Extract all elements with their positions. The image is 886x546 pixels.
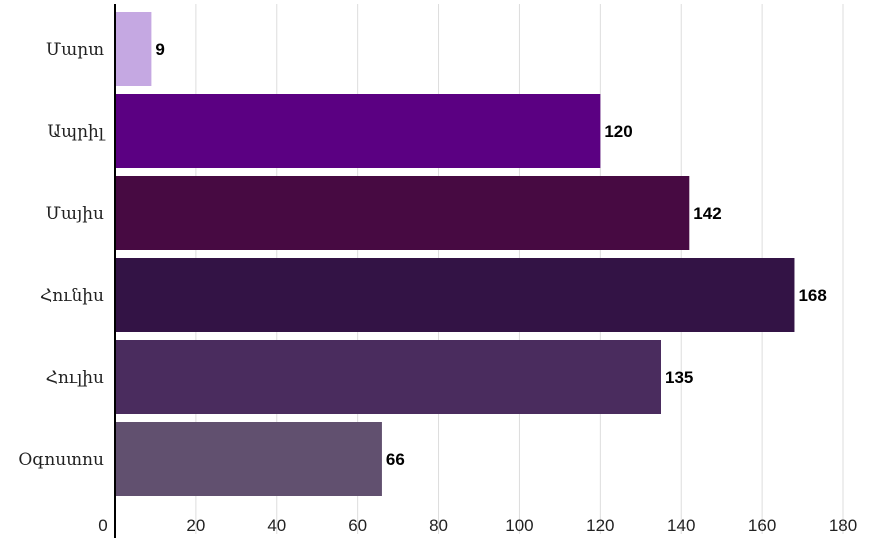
x-tick-label-40: 40 bbox=[267, 516, 286, 535]
bar-1 bbox=[115, 12, 152, 86]
category-label-6: Օգոստոս bbox=[18, 450, 104, 470]
data-label-6: 66 bbox=[386, 450, 405, 469]
category-label-4: Հունիս bbox=[40, 286, 104, 306]
x-tick-label-140: 140 bbox=[667, 516, 695, 535]
data-label-3: 142 bbox=[693, 204, 721, 223]
x-tick-label-180: 180 bbox=[829, 516, 857, 535]
bar-6 bbox=[115, 422, 382, 496]
data-label-5: 135 bbox=[665, 368, 693, 387]
bar-4 bbox=[115, 258, 795, 332]
bar-2 bbox=[115, 94, 601, 168]
x-tick-label-20: 20 bbox=[186, 516, 205, 535]
category-label-2: Ապրիլ bbox=[47, 122, 105, 142]
category-label-1: Մարտ bbox=[46, 40, 104, 60]
x-tick-label-0: 0 bbox=[98, 516, 107, 535]
data-label-1: 9 bbox=[155, 40, 164, 59]
bar-3 bbox=[115, 176, 690, 250]
bars bbox=[115, 12, 795, 496]
x-tick-label-160: 160 bbox=[748, 516, 776, 535]
labels: 0 20 40 60 80 100 120 140 160 180 Մարտ 9 Ապրիլ 120 Մայ… bbox=[18, 40, 857, 535]
x-tick-label-100: 100 bbox=[505, 516, 533, 535]
data-label-4: 168 bbox=[798, 286, 826, 305]
x-tick-label-120: 120 bbox=[586, 516, 614, 535]
category-label-3: Մայիս bbox=[46, 204, 104, 224]
category-label-5: Հուլիս bbox=[46, 368, 104, 388]
data-label-2: 120 bbox=[604, 122, 632, 141]
bar-5 bbox=[115, 340, 661, 414]
x-tick-label-60: 60 bbox=[348, 516, 367, 535]
x-tick-label-80: 80 bbox=[429, 516, 448, 535]
